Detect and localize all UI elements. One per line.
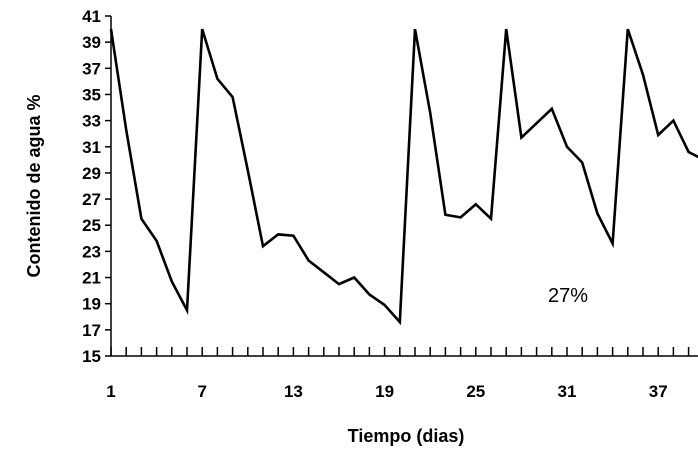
x-tick-label: 13 bbox=[284, 382, 303, 401]
y-tick-label: 41 bbox=[82, 7, 101, 26]
y-tick-label: 27 bbox=[82, 190, 101, 209]
y-tick-label: 29 bbox=[82, 164, 101, 183]
y-ticks: 15 17 19 21 23 25 27 29 31 33 35 37 39 41 bbox=[82, 7, 111, 366]
y-tick-label: 39 bbox=[82, 33, 101, 52]
annotation-label: 27% bbox=[548, 285, 588, 307]
x-tick-label: 19 bbox=[375, 382, 394, 401]
y-tick-label: 31 bbox=[82, 138, 101, 157]
plot-area bbox=[109, 28, 698, 326]
series-line bbox=[109, 28, 698, 326]
y-tick-label: 33 bbox=[82, 112, 101, 131]
axes bbox=[110, 16, 698, 357]
y-tick-label: 23 bbox=[82, 242, 101, 261]
y-tick-label: 15 bbox=[82, 347, 101, 366]
x-tick-label: 1 bbox=[106, 382, 115, 401]
x-tick-label: 31 bbox=[558, 382, 577, 401]
y-tick-label: 19 bbox=[82, 295, 101, 314]
x-ticks: 1 7 13 19 25 31 37 bbox=[106, 347, 690, 401]
y-tick-label: 25 bbox=[82, 216, 101, 235]
y-tick-label: 37 bbox=[82, 59, 101, 78]
y-axis-title: Contenido de agua % bbox=[24, 94, 44, 277]
x-axis-title: Tiempo (dias) bbox=[348, 426, 465, 446]
x-tick-label: 25 bbox=[466, 382, 485, 401]
y-tick-label: 35 bbox=[82, 85, 101, 104]
y-tick-label: 21 bbox=[82, 269, 101, 288]
x-tick-label: 7 bbox=[197, 382, 206, 401]
x-tick-label: 37 bbox=[649, 382, 668, 401]
y-tick-label: 17 bbox=[82, 321, 101, 340]
